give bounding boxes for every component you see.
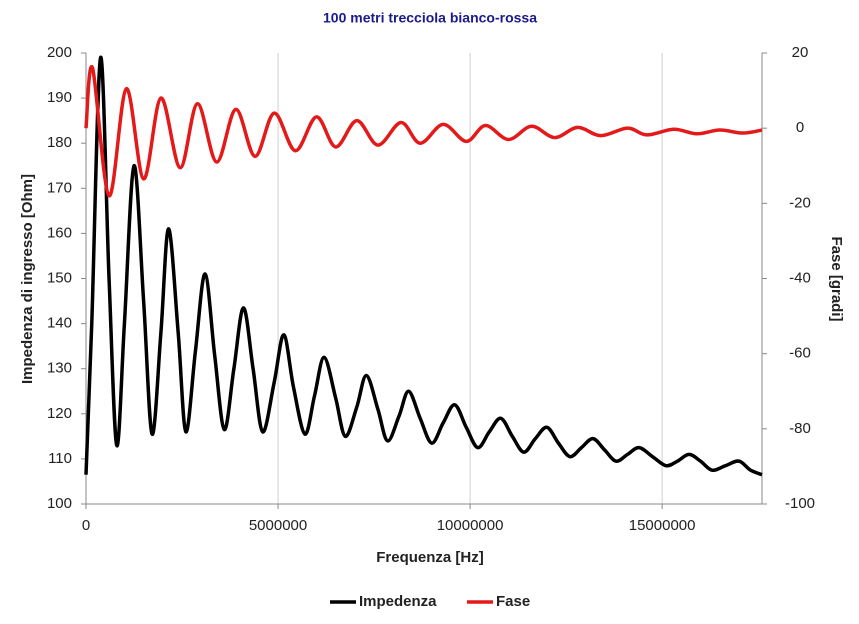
line-series [84, 55, 763, 477]
x-axis-label: Frequenza [Hz] [376, 549, 484, 566]
y-tick-label: 130 [47, 360, 72, 377]
y-tick-label: 170 [47, 179, 72, 196]
y-tick-label: 200 [47, 44, 72, 61]
y-tick-label: 140 [47, 315, 72, 332]
y-tick-label: 190 [47, 89, 72, 106]
y2-tick-label: -80 [789, 420, 811, 437]
y-tick-label: 160 [47, 224, 72, 241]
line-series [84, 64, 763, 198]
y2-tick-label: -100 [785, 495, 815, 512]
y-tick-label: 100 [47, 495, 72, 512]
legend-label: Fase [496, 593, 530, 610]
chart-title: 100 metri trecciola bianco-rossa [323, 10, 537, 26]
y2-tick-label: -20 [789, 194, 811, 211]
y2-axis-label: Fase [gradi] [828, 236, 845, 321]
x-tick-label: 5000000 [249, 517, 307, 534]
y-axis-label: Impedenza di ingresso [Ohm] [19, 174, 36, 384]
y-tick-label: 180 [47, 134, 72, 151]
y2-tick-label: 0 [796, 119, 804, 136]
y-tick-label: 120 [47, 405, 72, 422]
legend-label: Impedenza [359, 593, 437, 610]
y2-tick-label: 20 [792, 44, 809, 61]
y-tick-label: 110 [48, 450, 72, 467]
y-tick-label: 150 [47, 269, 72, 286]
x-tick-label: 0 [82, 517, 90, 534]
y2-tick-label: -60 [789, 345, 811, 362]
y2-tick-label: -40 [789, 269, 811, 286]
x-tick-label: 10000000 [437, 517, 504, 534]
x-tick-label: 15000000 [629, 517, 696, 534]
